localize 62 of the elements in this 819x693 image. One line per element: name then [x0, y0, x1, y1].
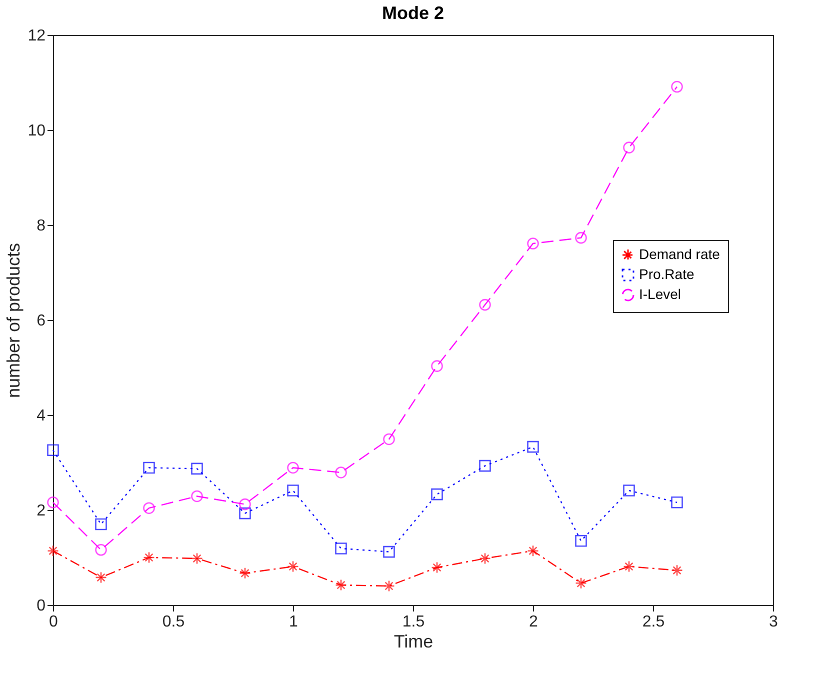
point	[671, 496, 683, 508]
point	[191, 490, 203, 502]
point	[479, 298, 491, 311]
x-tick-label: 1	[289, 614, 298, 630]
point	[239, 567, 251, 580]
x-tick-label: 3	[769, 614, 778, 630]
point	[527, 440, 539, 453]
point	[95, 518, 107, 530]
point	[431, 360, 443, 372]
point	[95, 572, 107, 584]
point	[383, 546, 395, 558]
y-tick-label: 4	[36, 408, 46, 424]
point	[47, 544, 59, 557]
point	[191, 552, 203, 564]
y-axis-title: number of products	[4, 242, 24, 398]
point	[143, 552, 155, 564]
point	[383, 580, 395, 592]
y-tick-label: 8	[36, 218, 46, 234]
x-tick-label: 2.5	[642, 614, 665, 630]
point	[95, 544, 107, 556]
point	[479, 552, 491, 564]
legend-label: I-Level	[639, 286, 682, 302]
point	[287, 462, 299, 474]
point	[239, 507, 251, 520]
point	[239, 498, 251, 510]
y-tick-label: 6	[36, 312, 46, 330]
point	[431, 562, 443, 574]
point	[143, 462, 155, 474]
point	[671, 80, 683, 93]
x-tick-label: 1.5	[402, 614, 425, 630]
point	[335, 579, 347, 591]
legend-label: Demand rate	[639, 246, 720, 262]
point	[287, 560, 299, 572]
point	[623, 142, 635, 154]
point	[143, 502, 155, 514]
point	[527, 238, 539, 250]
legend-label: Pro.Rate	[639, 266, 694, 282]
x-tick-label: 2	[529, 614, 538, 630]
point	[383, 433, 395, 446]
point	[623, 484, 635, 496]
y-tick-label: 12	[28, 28, 46, 44]
x-axis-title: Time	[394, 632, 434, 652]
point	[575, 534, 587, 547]
y-tick-label: 2	[36, 502, 46, 520]
point	[335, 466, 347, 478]
point	[479, 460, 491, 472]
x-tick-label: 0	[49, 614, 58, 630]
y-tick-label: 0	[36, 598, 46, 614]
x-tick-label: 0.5	[162, 614, 185, 630]
point	[623, 560, 635, 572]
point	[575, 232, 587, 244]
y-tick-label: 10	[28, 122, 46, 140]
point	[335, 542, 347, 554]
point	[575, 577, 587, 590]
point	[287, 484, 299, 496]
point	[671, 564, 683, 576]
chart-title: Mode 2	[382, 3, 444, 23]
point	[47, 444, 59, 456]
point	[47, 496, 59, 508]
point	[431, 488, 443, 500]
point	[527, 544, 539, 557]
point	[191, 462, 203, 475]
